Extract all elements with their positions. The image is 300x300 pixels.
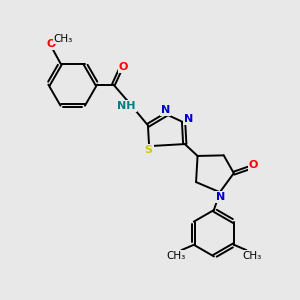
Text: O: O	[47, 39, 56, 49]
Text: N: N	[161, 105, 170, 115]
Text: N: N	[184, 114, 193, 124]
Text: NH: NH	[117, 101, 136, 111]
Text: N: N	[216, 192, 225, 202]
Text: O: O	[119, 62, 128, 72]
Text: CH₃: CH₃	[53, 34, 73, 44]
Text: CH₃: CH₃	[242, 250, 261, 260]
Text: S: S	[145, 145, 152, 155]
Text: O: O	[249, 160, 258, 170]
Text: CH₃: CH₃	[167, 250, 186, 260]
